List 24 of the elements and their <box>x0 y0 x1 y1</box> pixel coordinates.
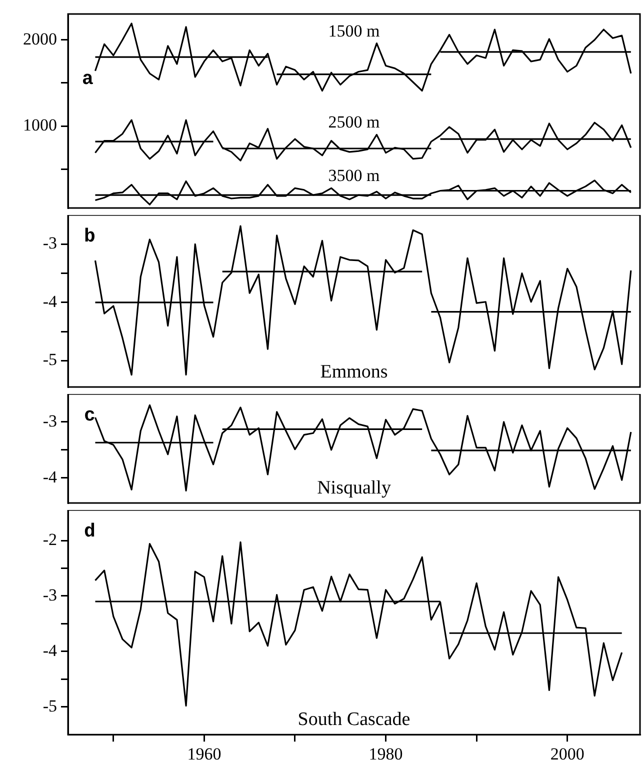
series-label: 1500 m <box>328 21 380 40</box>
y-tick-label: -2 <box>42 530 57 549</box>
y-tick-label: -3 <box>42 234 57 253</box>
x-tick-label: 1980 <box>368 744 403 764</box>
x-tick-label: 1960 <box>187 744 222 764</box>
annotation: d <box>84 520 96 542</box>
y-tick-label: -4 <box>42 292 58 311</box>
annotation: Emmons <box>320 361 388 382</box>
y-tick-label: -3 <box>42 411 57 430</box>
y-tick-label: 2000 <box>23 29 57 48</box>
y-tick-label: -5 <box>42 350 57 370</box>
annotation: South Cascade <box>298 709 410 730</box>
series-label: 2500 m <box>328 112 380 132</box>
annotation: Nisqually <box>317 477 392 498</box>
y-tick-label: -4 <box>42 467 58 486</box>
annotation: a <box>82 68 94 90</box>
y-tick-label: -5 <box>42 696 57 716</box>
annotation: b <box>84 225 96 248</box>
y-tick-label: 1000 <box>23 116 57 135</box>
y-tick-label: -4 <box>42 640 58 660</box>
x-tick-label: 2000 <box>550 744 584 764</box>
annotation: c <box>84 404 96 426</box>
y-tick-label: -3 <box>42 585 57 604</box>
series-label: 3500 m <box>328 166 380 186</box>
